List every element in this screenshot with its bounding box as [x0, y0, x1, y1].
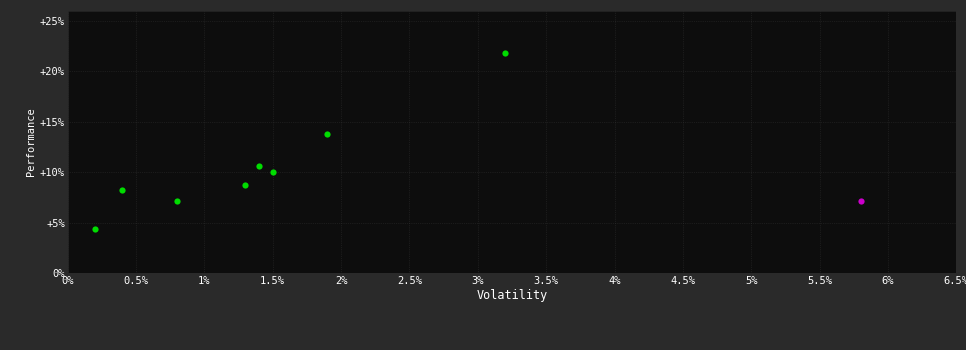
Point: [87, 226, 102, 231]
Point: [853, 198, 868, 204]
Point: [169, 198, 185, 204]
Point: [251, 163, 267, 169]
Point: [320, 131, 335, 136]
Point: [115, 187, 130, 193]
Point: [265, 169, 280, 175]
Point: [238, 182, 253, 188]
Y-axis label: Performance: Performance: [26, 107, 36, 176]
Point: [497, 50, 513, 56]
X-axis label: Volatility: Volatility: [476, 288, 548, 302]
